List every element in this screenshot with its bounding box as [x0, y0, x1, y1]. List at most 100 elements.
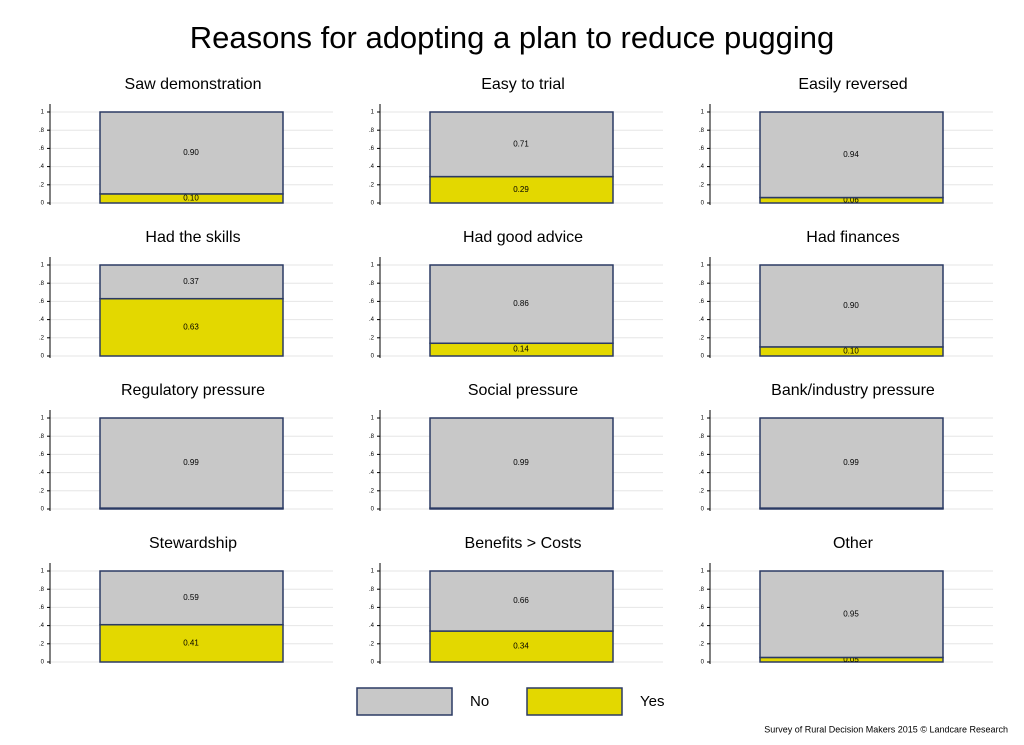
y-tick-label: .8 [39, 128, 45, 134]
value-label: 0.29 [513, 185, 529, 194]
y-tick-label: .8 [699, 434, 705, 440]
bar-segment [759, 570, 944, 659]
legend-swatch [526, 687, 623, 716]
bar-segment [429, 417, 614, 509]
y-tick-label: .2 [39, 641, 45, 647]
y-tick-label: .8 [699, 128, 705, 134]
bar-segment [759, 417, 944, 509]
value-label: 0.34 [513, 642, 529, 651]
y-tick-label: .2 [369, 335, 375, 341]
y-tick-label: .8 [369, 587, 375, 593]
bar-segment [429, 630, 614, 663]
y-tick-label: .6 [39, 299, 45, 305]
y-tick-label: .4 [699, 317, 705, 323]
y-tick-label: 0 [41, 354, 45, 360]
y-tick-label: .4 [39, 164, 45, 170]
value-label: 0.99 [183, 458, 199, 467]
y-tick-label: 0 [41, 660, 45, 666]
y-tick-label: .4 [369, 317, 375, 323]
y-tick-label: .2 [699, 335, 705, 341]
y-tick-label: .2 [699, 488, 705, 494]
y-tick-label: 1 [701, 569, 705, 575]
panel-title: Had good advice [463, 229, 583, 246]
y-tick-label: 1 [701, 263, 705, 269]
panel-title: Had finances [806, 229, 899, 246]
value-label: 0.71 [513, 139, 529, 148]
y-tick-label: .8 [369, 281, 375, 287]
y-tick-label: 0 [701, 354, 705, 360]
bar-segment [99, 297, 284, 357]
y-tick-label: .2 [39, 182, 45, 188]
chart-title: Reasons for adopting a plan to reduce pu… [190, 20, 835, 55]
y-tick-label: 0 [371, 354, 375, 360]
panel-title: Regulatory pressure [121, 382, 265, 399]
y-tick-label: 0 [701, 507, 705, 513]
value-label: 0.59 [183, 593, 199, 602]
y-tick-label: .4 [369, 623, 375, 629]
panel-title: Bank/industry pressure [771, 382, 935, 399]
y-tick-label: .8 [39, 434, 45, 440]
y-tick-label: .6 [699, 299, 705, 305]
value-label: 0.99 [513, 458, 529, 467]
y-tick-label: .4 [699, 164, 705, 170]
panel-title: Social pressure [468, 382, 578, 399]
value-label: 0.94 [843, 150, 859, 159]
y-tick-label: .2 [369, 182, 375, 188]
y-tick-label: .4 [699, 623, 705, 629]
panel-title: Easy to trial [481, 76, 565, 93]
value-label: 0.14 [513, 345, 529, 354]
bar-segment [99, 570, 284, 626]
value-label: 0.63 [183, 322, 199, 331]
y-tick-label: .4 [39, 623, 45, 629]
y-tick-label: 0 [41, 201, 45, 207]
y-tick-label: 1 [41, 263, 45, 269]
y-tick-label: .6 [699, 605, 705, 611]
y-tick-label: 1 [371, 569, 375, 575]
y-tick-label: 1 [41, 569, 45, 575]
y-tick-label: .6 [369, 299, 375, 305]
panel-title: Had the skills [145, 229, 240, 246]
y-tick-label: .2 [699, 641, 705, 647]
panel-title: Other [833, 535, 874, 552]
y-tick-label: 1 [701, 110, 705, 116]
y-tick-label: 0 [41, 507, 45, 513]
y-tick-label: .4 [369, 164, 375, 170]
value-label: 0.10 [183, 194, 199, 203]
y-tick-label: .8 [39, 587, 45, 593]
value-label: 0.86 [513, 299, 529, 308]
y-tick-label: .2 [699, 182, 705, 188]
y-tick-label: 1 [371, 263, 375, 269]
y-tick-label: .2 [369, 641, 375, 647]
y-tick-label: .6 [369, 146, 375, 152]
value-label: 0.99 [843, 458, 859, 467]
y-tick-label: .4 [39, 317, 45, 323]
bar-segment [759, 264, 944, 348]
y-tick-label: 0 [371, 507, 375, 513]
value-label: 0.05 [843, 655, 859, 664]
y-tick-label: .6 [39, 605, 45, 611]
y-tick-label: .6 [699, 452, 705, 458]
y-tick-label: .8 [39, 281, 45, 287]
y-tick-label: .8 [699, 587, 705, 593]
y-tick-label: 0 [371, 660, 375, 666]
y-tick-label: 1 [41, 416, 45, 422]
panel-title: Stewardship [149, 535, 237, 552]
value-label: 0.06 [843, 195, 859, 204]
bar-segment [99, 417, 284, 509]
y-tick-label: .2 [369, 488, 375, 494]
bar-segment [429, 264, 614, 345]
value-label: 0.10 [843, 347, 859, 356]
y-tick-label: .4 [699, 470, 705, 476]
bar-segment [429, 175, 614, 204]
y-tick-label: .2 [39, 488, 45, 494]
y-tick-label: 0 [701, 660, 705, 666]
y-tick-label: .8 [369, 434, 375, 440]
value-label: 0.90 [843, 301, 859, 310]
bar-segment [429, 570, 614, 632]
y-tick-label: .6 [39, 452, 45, 458]
bar-segment [99, 264, 284, 300]
panel-title: Benefits > Costs [465, 535, 582, 552]
value-label: 0.41 [183, 638, 199, 647]
y-tick-label: .8 [369, 128, 375, 134]
y-tick-label: .6 [369, 605, 375, 611]
